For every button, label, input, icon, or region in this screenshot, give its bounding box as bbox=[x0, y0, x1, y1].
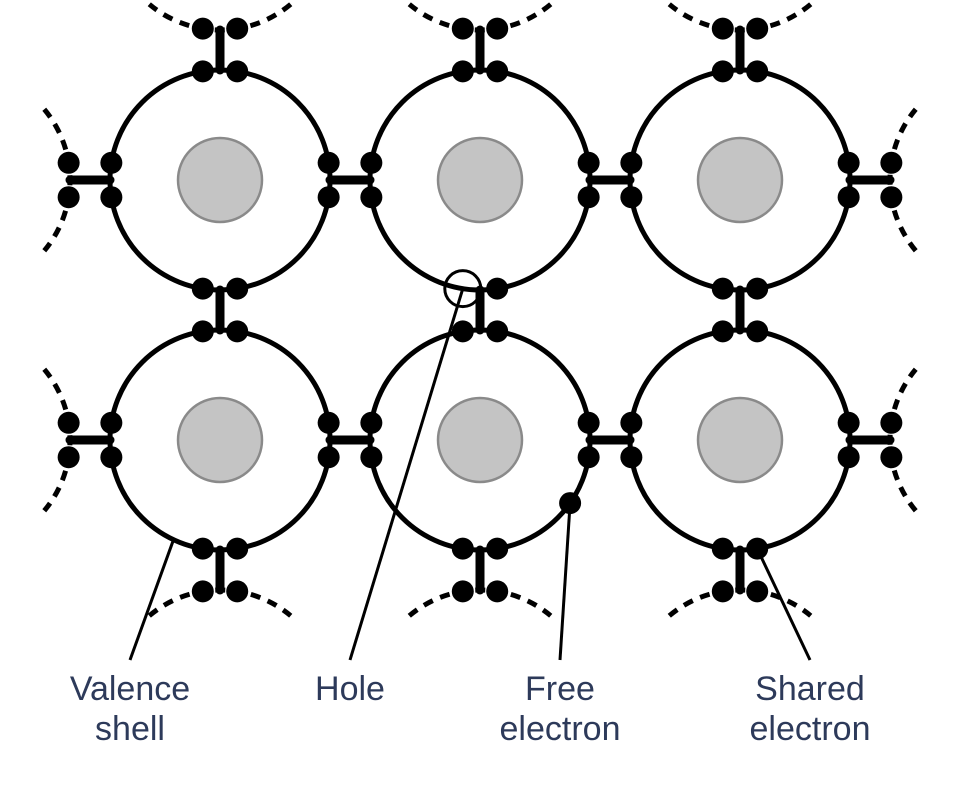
atom-nucleus bbox=[438, 138, 522, 222]
shared-electron bbox=[58, 446, 80, 468]
shared-electron bbox=[226, 278, 248, 300]
shared-electron bbox=[486, 320, 508, 342]
shared-electron bbox=[452, 60, 474, 82]
atom-nucleus bbox=[438, 398, 522, 482]
shared-electron bbox=[192, 580, 214, 602]
label-free-electron: electron bbox=[500, 710, 621, 748]
shared-electron bbox=[452, 18, 474, 40]
shared-electron bbox=[880, 446, 902, 468]
shared-electron bbox=[360, 186, 382, 208]
shared-electron bbox=[746, 18, 768, 40]
shared-electron bbox=[58, 152, 80, 174]
shared-electron bbox=[318, 412, 340, 434]
shared-electron bbox=[712, 18, 734, 40]
shared-electron bbox=[880, 412, 902, 434]
shared-electron bbox=[746, 278, 768, 300]
shared-electron bbox=[578, 412, 600, 434]
shared-electron bbox=[452, 538, 474, 560]
shared-electron bbox=[712, 60, 734, 82]
shared-electron bbox=[486, 580, 508, 602]
shared-electron bbox=[880, 186, 902, 208]
label-shared-electron: Shared bbox=[755, 670, 865, 708]
shared-electron bbox=[838, 412, 860, 434]
label-hole: Hole bbox=[315, 670, 385, 708]
shared-electron bbox=[58, 412, 80, 434]
shared-electron bbox=[486, 538, 508, 560]
shared-electron bbox=[486, 60, 508, 82]
shared-electron bbox=[746, 580, 768, 602]
shared-electron bbox=[838, 186, 860, 208]
label-valence-shell: shell bbox=[95, 710, 165, 748]
atom-nucleus bbox=[698, 138, 782, 222]
shared-electron bbox=[746, 320, 768, 342]
shared-electron bbox=[838, 446, 860, 468]
shared-electron bbox=[226, 538, 248, 560]
shared-electron bbox=[318, 446, 340, 468]
shared-electron bbox=[100, 412, 122, 434]
label-shared-electron: electron bbox=[750, 710, 871, 748]
shared-electron bbox=[58, 186, 80, 208]
atom-nucleus bbox=[698, 398, 782, 482]
label-free-electron: Free bbox=[525, 670, 595, 708]
shared-electron bbox=[712, 278, 734, 300]
shared-electron bbox=[192, 538, 214, 560]
shared-electron bbox=[360, 412, 382, 434]
shared-electron bbox=[712, 538, 734, 560]
shared-electron bbox=[578, 152, 600, 174]
shared-electron bbox=[838, 152, 860, 174]
shared-electron bbox=[578, 446, 600, 468]
shared-electron bbox=[746, 60, 768, 82]
shared-electron bbox=[226, 18, 248, 40]
shared-electron bbox=[192, 60, 214, 82]
atom-nucleus bbox=[178, 398, 262, 482]
atom-nucleus bbox=[178, 138, 262, 222]
shared-electron bbox=[452, 580, 474, 602]
shared-electron bbox=[226, 580, 248, 602]
shared-electron bbox=[620, 412, 642, 434]
shared-electron bbox=[100, 446, 122, 468]
shared-electron bbox=[486, 18, 508, 40]
shared-electron bbox=[880, 152, 902, 174]
shared-electron bbox=[100, 186, 122, 208]
shared-electron bbox=[578, 186, 600, 208]
shared-electron bbox=[360, 152, 382, 174]
shared-electron bbox=[192, 278, 214, 300]
label-valence-shell: Valence bbox=[70, 670, 190, 708]
shared-electron bbox=[226, 60, 248, 82]
shared-electron bbox=[100, 152, 122, 174]
shared-electron bbox=[620, 186, 642, 208]
shared-electron bbox=[452, 320, 474, 342]
shared-electron bbox=[712, 320, 734, 342]
shared-electron bbox=[192, 18, 214, 40]
shared-electron bbox=[620, 152, 642, 174]
shared-electron bbox=[318, 152, 340, 174]
shared-electron bbox=[318, 186, 340, 208]
shared-electron bbox=[620, 446, 642, 468]
shared-electron bbox=[486, 278, 508, 300]
shared-electron bbox=[712, 580, 734, 602]
shared-electron bbox=[226, 320, 248, 342]
shared-electron bbox=[360, 446, 382, 468]
shared-electron bbox=[192, 320, 214, 342]
